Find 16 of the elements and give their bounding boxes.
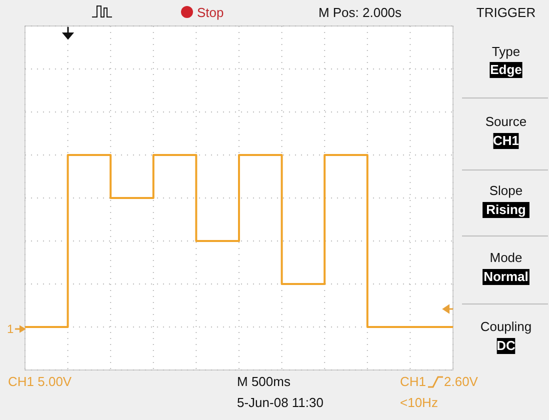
text: M 500ms <box>237 374 291 389</box>
text: Stop <box>197 5 224 20</box>
text: Source <box>485 114 527 129</box>
text: Slope <box>489 183 523 198</box>
text: 2.60V <box>444 374 478 389</box>
text: CH1 <box>400 374 426 389</box>
text: CH1 5.00V <box>8 374 72 389</box>
text: <10Hz <box>400 395 438 410</box>
text: Rising <box>486 202 526 217</box>
text: M Pos: 2.000s <box>318 5 402 20</box>
text: Mode <box>490 250 522 265</box>
text: 5-Jun-08 11:30 <box>237 395 324 410</box>
text: Type <box>492 44 520 59</box>
text: 1 <box>7 322 14 336</box>
text: Coupling <box>480 319 532 334</box>
text: TRIGGER <box>476 5 536 20</box>
